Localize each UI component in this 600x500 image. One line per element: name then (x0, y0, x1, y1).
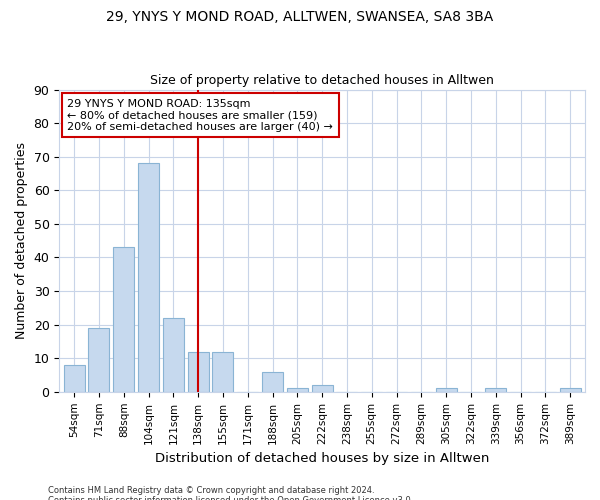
Text: 29 YNYS Y MOND ROAD: 135sqm
← 80% of detached houses are smaller (159)
20% of se: 29 YNYS Y MOND ROAD: 135sqm ← 80% of det… (67, 98, 333, 132)
Bar (88, 328, 109, 392)
Bar (485, 388, 506, 392)
Title: Size of property relative to detached houses in Alltwen: Size of property relative to detached ho… (150, 74, 494, 87)
Bar (113, 248, 134, 392)
Y-axis label: Number of detached properties: Number of detached properties (15, 142, 28, 339)
Bar (138, 164, 159, 392)
Bar (262, 372, 283, 392)
Bar (560, 388, 581, 392)
Text: Contains HM Land Registry data © Crown copyright and database right 2024.: Contains HM Land Registry data © Crown c… (48, 486, 374, 495)
Bar (188, 352, 209, 392)
Bar (163, 318, 184, 392)
Text: 29, YNYS Y MOND ROAD, ALLTWEN, SWANSEA, SA8 3BA: 29, YNYS Y MOND ROAD, ALLTWEN, SWANSEA, … (106, 10, 494, 24)
Bar (212, 352, 233, 392)
Bar (287, 388, 308, 392)
Bar (311, 385, 332, 392)
Text: Contains public sector information licensed under the Open Government Licence v3: Contains public sector information licen… (48, 496, 413, 500)
X-axis label: Distribution of detached houses by size in Alltwen: Distribution of detached houses by size … (155, 452, 490, 465)
Bar (64, 365, 85, 392)
Bar (436, 388, 457, 392)
